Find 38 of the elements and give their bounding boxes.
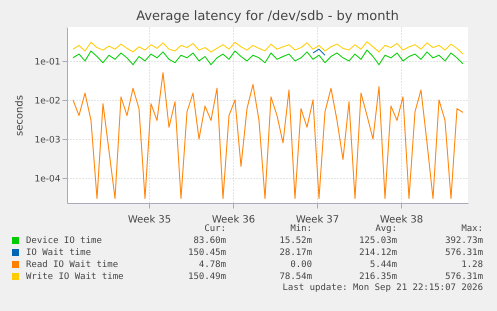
text: 78.54m (278, 271, 312, 283)
legend-label: Device IO time (25, 235, 103, 247)
text: 1.28 (460, 259, 483, 271)
y-tick-label: 1e-03 (34, 136, 60, 146)
y-axis-title: seconds (14, 95, 26, 136)
line-series (72, 41, 464, 55)
text: Max: (461, 224, 483, 234)
text: 15.52m (278, 235, 312, 247)
x-tick-label: Week 38 (380, 214, 424, 226)
text: 392.73m (444, 235, 483, 247)
y-tick-label: 1e-04 (34, 174, 61, 185)
text: 28.17m (278, 247, 312, 259)
text: 0.00 (289, 259, 312, 271)
legend-label: Read IO Wait time (25, 259, 118, 271)
x-tick-label: Week 37 (296, 214, 340, 226)
text: 83.60m (192, 235, 226, 247)
text: 5.44m (368, 259, 397, 271)
y-tick-label: 1e-02 (34, 96, 60, 106)
legend-label: IO Wait time (25, 247, 92, 259)
chart-title: Average latency for /dev/sdb - by month (136, 9, 399, 24)
text: Min: (290, 224, 312, 234)
text: 125.03m (358, 235, 397, 247)
text: 214.12m (358, 247, 397, 259)
text: 576.31m (444, 247, 483, 259)
x-tick-label: Week 35 (128, 214, 172, 226)
text: 216.35m (358, 271, 397, 283)
text: Cur: (204, 224, 226, 234)
line-series (72, 50, 464, 66)
text: 4.78m (198, 260, 226, 270)
text: Last update: Mon Sep 21 22:15:07 2026 (282, 283, 483, 293)
y-tick-label: 1e-01 (34, 57, 60, 68)
x-tick-label: Week 36 (212, 214, 256, 226)
text: 150.49m (188, 272, 226, 282)
text: 576.31m (444, 271, 483, 283)
text: Avg: (375, 224, 397, 234)
legend-label: Write IO Wait time (25, 271, 124, 283)
line-series (72, 72, 464, 199)
text: 150.45m (187, 247, 226, 259)
